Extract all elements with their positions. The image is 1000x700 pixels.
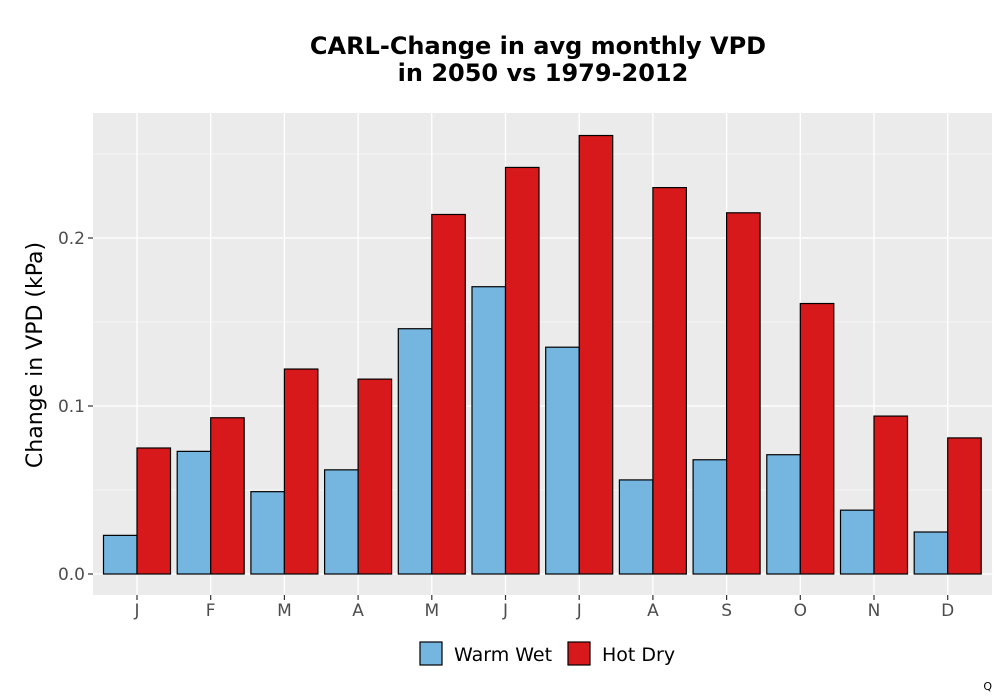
- x-tick-label: O: [794, 601, 807, 621]
- x-tick-label: D: [941, 601, 954, 621]
- bar-hot-dry: [283, 368, 319, 575]
- bar-warm-wet: [176, 450, 212, 575]
- bar-hot-dry: [947, 437, 982, 575]
- bar-warm-wet: [545, 346, 580, 575]
- y-tick-label: 0.2: [58, 229, 85, 249]
- bar-hot-dry: [652, 187, 688, 575]
- bar-warm-wet: [913, 531, 949, 575]
- bar-hot-dry: [725, 212, 761, 575]
- y-tick-label: 0.0: [58, 565, 85, 585]
- y-tick-label: 0.1: [58, 397, 85, 417]
- bar-warm-wet: [692, 459, 728, 575]
- legend-key-hot-dry: [567, 641, 591, 666]
- x-tick-label: M: [277, 601, 292, 621]
- bar-hot-dry: [357, 378, 393, 575]
- x-tick-label: J: [133, 601, 139, 621]
- x-tick-label: J: [576, 601, 582, 621]
- chart-title-line-2: in 2050 vs 1979-2012: [398, 59, 689, 87]
- x-tick-label: F: [206, 601, 216, 621]
- y-axis: 0.0 0.1 0.2: [58, 229, 93, 585]
- x-tick-label: S: [721, 601, 732, 621]
- bar-warm-wet: [839, 509, 875, 575]
- legend-key-warm-wet: [419, 641, 443, 666]
- bar-hot-dry: [799, 302, 835, 575]
- bar-warm-wet: [397, 328, 433, 575]
- x-tick-label: N: [868, 601, 881, 621]
- bar-warm-wet: [324, 469, 359, 575]
- legend: Warm Wet Hot Dry: [419, 641, 675, 666]
- bar-hot-dry: [431, 213, 466, 575]
- x-tick-label: A: [647, 601, 659, 621]
- bar-warm-wet: [471, 286, 507, 575]
- x-tick-label: J: [502, 601, 508, 621]
- bar-hot-dry: [136, 447, 172, 575]
- chart-title-line-1: CARL-Change in avg monthly VPD: [310, 32, 766, 60]
- bar-warm-wet: [102, 534, 138, 575]
- bar-warm-wet: [618, 479, 654, 575]
- bars: [102, 134, 982, 575]
- bar-hot-dry: [578, 134, 614, 575]
- bar-hot-dry: [210, 417, 245, 575]
- x-tick-label: M: [424, 601, 439, 621]
- bar-hot-dry: [873, 415, 909, 575]
- legend-label-warm-wet: Warm Wet: [454, 644, 552, 666]
- y-axis-label: Change in VPD (kPa): [23, 242, 48, 468]
- bar-warm-wet: [766, 454, 801, 575]
- bar-warm-wet: [250, 491, 285, 575]
- x-tick-label: A: [352, 601, 364, 621]
- corner-mark: Q: [983, 680, 992, 693]
- bar-hot-dry: [504, 166, 540, 575]
- legend-label-hot-dry: Hot Dry: [602, 644, 675, 666]
